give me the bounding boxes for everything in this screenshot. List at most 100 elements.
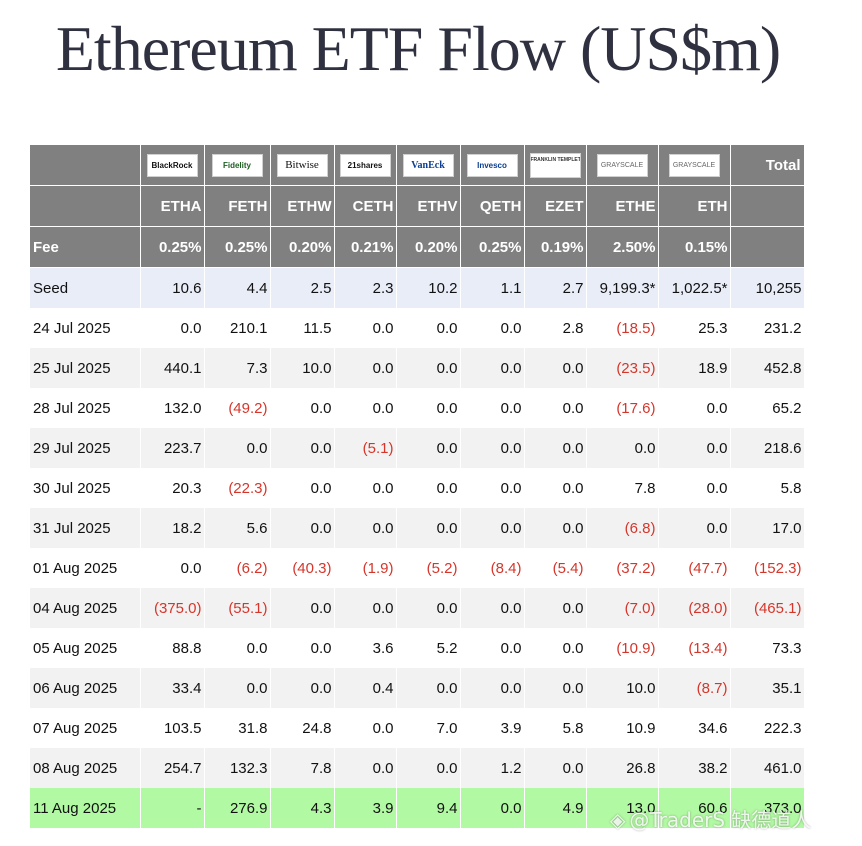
row-label: 28 Jul 2025 bbox=[30, 388, 141, 428]
flow-cell: 0.0 bbox=[334, 588, 397, 628]
fee-cell: 0.19% bbox=[524, 226, 587, 268]
flow-cell: 0.0 bbox=[396, 308, 461, 348]
flow-cell: 7.8 bbox=[270, 748, 335, 788]
flow-cell: 5.6 bbox=[204, 508, 271, 548]
row-label: 29 Jul 2025 bbox=[30, 428, 141, 468]
ticker-cell: FETH bbox=[204, 185, 271, 227]
ticker-cell: ETHW bbox=[270, 185, 335, 227]
flow-cell: 0.0 bbox=[396, 428, 461, 468]
flow-cell: 9,199.3* bbox=[586, 267, 659, 308]
flow-cell: 0.0 bbox=[396, 508, 461, 548]
flow-cell: 3.6 bbox=[334, 628, 397, 668]
total-cell: 218.6 bbox=[730, 428, 805, 468]
blackrock-logo: BlackRock bbox=[146, 153, 198, 177]
page-title: Ethereum ETF Flow (US$m) bbox=[55, 13, 781, 84]
flow-cell: 223.7 bbox=[140, 428, 205, 468]
flow-cell: 0.0 bbox=[524, 348, 587, 388]
flow-cell: 7.3 bbox=[204, 348, 271, 388]
row-label: 24 Jul 2025 bbox=[30, 308, 141, 348]
ticker-cell: CETH bbox=[334, 185, 397, 227]
flow-cell: 0.0 bbox=[658, 388, 731, 428]
ticker-row: ETHA FETH ETHW CETH ETHV QETH EZET ETHE … bbox=[30, 185, 805, 227]
fee-cell: 0.25% bbox=[204, 226, 271, 268]
flow-cell: 24.8 bbox=[270, 708, 335, 748]
fee-cell: 0.15% bbox=[658, 226, 731, 268]
flow-cell: 0.0 bbox=[524, 388, 587, 428]
flow-cell: 0.0 bbox=[140, 548, 205, 588]
flow-cell: 13.0 bbox=[586, 788, 659, 828]
flow-cell: 11.5 bbox=[270, 308, 335, 348]
flow-cell: (1.9) bbox=[334, 548, 397, 588]
flow-cell: 0.0 bbox=[524, 468, 587, 508]
flow-cell: 5.2 bbox=[396, 628, 461, 668]
flow-cell: (6.8) bbox=[586, 508, 659, 548]
flow-cell: (17.6) bbox=[586, 388, 659, 428]
flow-cell: 4.3 bbox=[270, 788, 335, 828]
flow-cell: 0.0 bbox=[460, 588, 525, 628]
total-cell: 461.0 bbox=[730, 748, 805, 788]
flow-cell: 25.3 bbox=[658, 308, 731, 348]
flow-cell: (49.2) bbox=[204, 388, 271, 428]
table-row: 08 Aug 2025 254.7 132.3 7.8 0.0 0.0 1.2 0.0 26.8… bbox=[30, 748, 805, 788]
flow-cell: 2.7 bbox=[524, 267, 587, 308]
table-row: 04 Aug 2025 (375.0) (55.1) 0.0 0.0 0.0 0.0 0.0(… bbox=[30, 588, 805, 628]
flow-cell: 0.0 bbox=[334, 748, 397, 788]
flow-cell: 0.0 bbox=[524, 628, 587, 668]
flow-cell: 0.0 bbox=[460, 468, 525, 508]
flow-cell: 60.6 bbox=[658, 788, 731, 828]
total-cell: (465.1) bbox=[730, 588, 805, 628]
flow-cell: (375.0) bbox=[140, 588, 205, 628]
etf-flow-table: BlackRock Fidelity Bitwise 21shares VanE… bbox=[30, 145, 805, 828]
flow-cell: 10.0 bbox=[586, 668, 659, 708]
fidelity-logo: Fidelity bbox=[211, 153, 263, 177]
flow-cell: 0.0 bbox=[270, 588, 335, 628]
total-cell: 73.3 bbox=[730, 628, 805, 668]
flow-cell: 10.2 bbox=[396, 267, 461, 308]
total-cell: 222.3 bbox=[730, 708, 805, 748]
flow-cell: 0.0 bbox=[204, 668, 271, 708]
flow-cell: 20.3 bbox=[140, 468, 205, 508]
grayscale-mini-logo: GRAYSCALE bbox=[668, 153, 720, 177]
flow-cell: 2.5 bbox=[270, 267, 335, 308]
flow-cell: 0.0 bbox=[396, 748, 461, 788]
flow-cell: 1.2 bbox=[460, 748, 525, 788]
flow-cell: 10.6 bbox=[140, 267, 205, 308]
fee-label: Fee bbox=[30, 226, 141, 268]
flow-cell: 0.4 bbox=[334, 668, 397, 708]
flow-cell: 0.0 bbox=[658, 428, 731, 468]
issuer-logo-row: BlackRock Fidelity Bitwise 21shares VanE… bbox=[30, 145, 805, 186]
table-row: 25 Jul 2025 440.1 7.3 10.0 0.0 0.0 0.0 0.0 (23.5… bbox=[30, 348, 805, 388]
flow-cell: (6.2) bbox=[204, 548, 271, 588]
flow-cell: 33.4 bbox=[140, 668, 205, 708]
flow-cell: 2.3 bbox=[334, 267, 397, 308]
row-label: 01 Aug 2025 bbox=[30, 548, 141, 588]
flow-cell: (22.3) bbox=[204, 468, 271, 508]
flow-cell: 0.0 bbox=[460, 428, 525, 468]
flow-cell: 132.3 bbox=[204, 748, 271, 788]
flow-cell: 132.0 bbox=[140, 388, 205, 428]
total-cell: 231.2 bbox=[730, 308, 805, 348]
21shares-logo: 21shares bbox=[339, 153, 391, 177]
flow-cell: 31.8 bbox=[204, 708, 271, 748]
flow-cell: 7.0 bbox=[396, 708, 461, 748]
row-label: 07 Aug 2025 bbox=[30, 708, 141, 748]
flow-cell: (23.5) bbox=[586, 348, 659, 388]
fee-cell: 0.25% bbox=[460, 226, 525, 268]
flow-cell: (28.0) bbox=[658, 588, 731, 628]
flow-cell: 0.0 bbox=[334, 388, 397, 428]
flow-cell: 0.0 bbox=[658, 508, 731, 548]
flow-cell: (8.7) bbox=[658, 668, 731, 708]
flow-cell: 0.0 bbox=[140, 308, 205, 348]
flow-cell: 0.0 bbox=[334, 508, 397, 548]
ticker-cell: EZET bbox=[524, 185, 587, 227]
flow-cell: 440.1 bbox=[140, 348, 205, 388]
franklin-templeton-logo: FRANKLIN TEMPLETON bbox=[529, 152, 581, 178]
ticker-cell: ETHE bbox=[586, 185, 659, 227]
fee-cell: 2.50% bbox=[586, 226, 659, 268]
flow-cell: 0.0 bbox=[396, 668, 461, 708]
flow-cell: 10.0 bbox=[270, 348, 335, 388]
flow-cell: 7.8 bbox=[586, 468, 659, 508]
flow-cell: 0.0 bbox=[396, 348, 461, 388]
flow-cell: 0.0 bbox=[460, 348, 525, 388]
flow-cell: 4.9 bbox=[524, 788, 587, 828]
